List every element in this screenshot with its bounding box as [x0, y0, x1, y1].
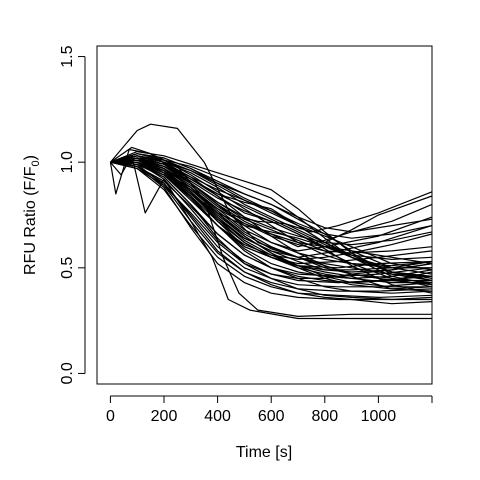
series-line-47: [110, 153, 433, 277]
y-axis-title: RFU Ratio (F/F0): [22, 155, 42, 275]
y-tick-label: 1.0: [59, 151, 76, 173]
x-axis-title: Time [s]: [236, 444, 292, 461]
x-axis: 0 200 400 600 800 1000: [106, 395, 433, 425]
series-line-22: [110, 151, 433, 282]
x-tick-label: 200: [151, 408, 178, 425]
series-line-48: [110, 161, 433, 290]
series-line-42: [110, 161, 433, 305]
series-line-45: [110, 155, 432, 282]
series-line-34: [110, 157, 433, 239]
series-line-41: [110, 161, 433, 301]
y-tick-label: 1.5: [59, 45, 76, 67]
series-line-15: [110, 161, 433, 298]
series-lines: [109, 123, 433, 320]
series-line-36: [110, 161, 433, 284]
plot-frame: [96, 45, 433, 385]
x-tick-label: 400: [204, 408, 231, 425]
series-line-37: [110, 161, 433, 279]
y-tick-label: 0.0: [59, 362, 76, 384]
y-axis-title-subscript: 0: [30, 160, 42, 166]
x-tick-label: 600: [258, 408, 285, 425]
series-line-12: [110, 161, 433, 284]
series-line-10: [110, 159, 433, 269]
x-tick-label: 0: [106, 408, 115, 425]
y-axis-title-end: ): [22, 155, 39, 160]
y-axis-title-main: RFU Ratio (F/F: [22, 166, 39, 275]
y-tick-label: 0.5: [59, 257, 76, 279]
series-line-35: [110, 155, 433, 233]
series-line-49: [110, 161, 433, 279]
x-tick-label: 1000: [361, 408, 397, 425]
x-tick-label: 800: [311, 408, 338, 425]
y-axis: 0.0 0.5 1.0 1.5: [59, 45, 86, 385]
series-line-50: [110, 159, 433, 271]
